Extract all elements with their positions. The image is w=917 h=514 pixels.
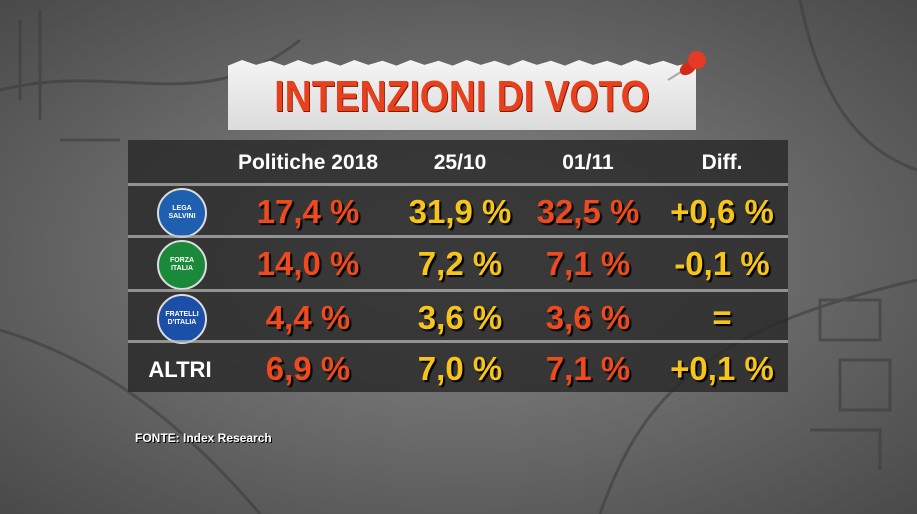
value-cell: +0,1 % xyxy=(670,350,774,387)
party-logo: FORZA ITALIA xyxy=(157,240,207,290)
row-separator xyxy=(128,340,788,343)
title-paper xyxy=(228,60,696,130)
row-label: ALTRI xyxy=(148,357,212,382)
value-cell: 31,9 % xyxy=(408,193,512,230)
value-cell: 7,0 % xyxy=(417,350,503,387)
value-cell: 7,2 % xyxy=(417,245,503,282)
value-cell: 4,4 % xyxy=(265,299,351,336)
value-cell: = xyxy=(712,299,732,336)
value-cell: 3,6 % xyxy=(545,299,631,336)
table-panel xyxy=(128,140,788,392)
value-cell: 7,1 % xyxy=(545,245,631,282)
column-header: Diff. xyxy=(701,151,743,174)
column-header: 01/11 xyxy=(562,151,614,174)
source: Index Research xyxy=(183,431,272,445)
pin xyxy=(667,51,706,81)
value-cell: 6,9 % xyxy=(265,350,351,387)
row-separator xyxy=(128,289,788,292)
value-cell: +0,6 % xyxy=(670,193,774,230)
column-header: 25/10 xyxy=(433,151,487,174)
row-separator xyxy=(128,183,788,186)
value-cell: -0,1 % xyxy=(674,245,770,282)
value-cell: 17,4 % xyxy=(256,193,360,230)
column-header: Politiche 2018 xyxy=(237,151,379,174)
value-cell: 7,1 % xyxy=(545,350,631,387)
source-label: FONTE: xyxy=(135,431,180,445)
row-separator xyxy=(128,235,788,238)
party-logo: FRATELLI D'ITALIA xyxy=(157,294,207,344)
title: INTENZIONI DI VOTO xyxy=(274,72,650,121)
value-cell: 32,5 % xyxy=(536,193,640,230)
party-logo: LEGA SALVINI xyxy=(157,188,207,238)
value-cell: 14,0 % xyxy=(256,245,360,282)
value-cell: 3,6 % xyxy=(417,299,503,336)
